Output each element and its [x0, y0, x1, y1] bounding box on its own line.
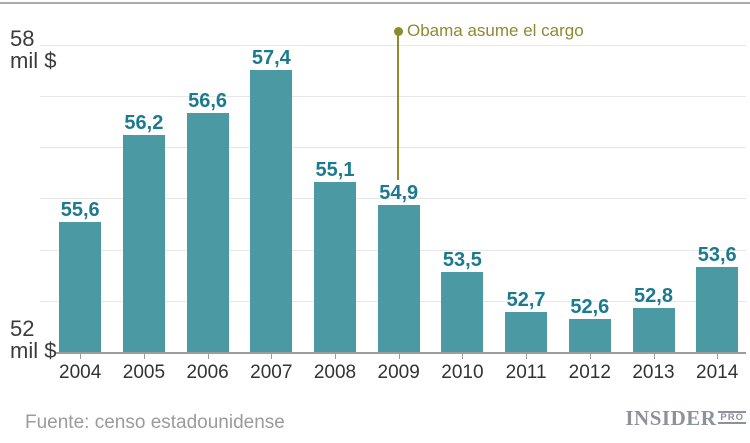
bar-2004 — [59, 222, 102, 352]
y-axis-bottom-value: 52 — [10, 316, 35, 341]
y-axis-bottom-unit: mil $ — [10, 338, 57, 363]
x-axis-year-2011: 2011 — [505, 362, 547, 383]
x-axis-tick — [526, 354, 528, 359]
bar-value-label-2006: 56,6 — [188, 90, 228, 112]
x-axis-year-2010: 2010 — [441, 362, 484, 383]
bar-value-label-2011: 52,7 — [506, 289, 546, 311]
bar-value-label-2013: 52,8 — [634, 285, 673, 307]
bar-2006 — [186, 113, 229, 352]
bar-2012 — [568, 319, 611, 352]
x-axis-tick — [143, 354, 145, 359]
bar-2011 — [505, 312, 548, 352]
bar-value-label-2010: 53,5 — [442, 249, 482, 271]
x-axis-year-2014: 2014 — [696, 362, 739, 383]
logo-insider-text: INSIDER — [625, 406, 717, 430]
bar-2005 — [122, 135, 165, 352]
source-text: Fuente: censo estadounidense — [25, 412, 285, 433]
bar-2014 — [696, 267, 739, 352]
x-axis-year-2013: 2013 — [632, 362, 675, 383]
x-axis-year-2007: 2007 — [250, 362, 293, 383]
bar-2013 — [632, 308, 675, 352]
gridline — [40, 198, 746, 199]
bar-value-label-2005: 56,2 — [124, 112, 164, 134]
x-axis-year-2006: 2006 — [186, 362, 229, 383]
logo-pro-badge: PRO — [718, 410, 746, 424]
bar-value-label-2014: 53,6 — [697, 244, 737, 266]
x-axis-tick — [335, 354, 336, 359]
y-axis-label-top: 58 mil $ — [10, 28, 56, 72]
x-axis-tick — [398, 354, 400, 359]
x-axis-tick — [653, 354, 655, 359]
x-axis-tick — [271, 354, 273, 359]
gridline — [40, 147, 746, 148]
y-axis-top-unit: mil $ — [10, 48, 57, 73]
bar-2007 — [250, 70, 293, 352]
top-border-rule — [0, 2, 750, 4]
x-axis-year-2005: 2005 — [122, 362, 166, 383]
bar-2008 — [314, 182, 356, 352]
x-axis-year-2008: 2008 — [313, 362, 357, 383]
y-axis-label-bottom: 52 mil $ — [10, 318, 56, 362]
annotation-line — [397, 31, 399, 180]
publisher-logo: INSIDER PRO — [625, 406, 746, 430]
x-axis-tick — [589, 354, 591, 359]
bar-value-label-2012: 52,6 — [570, 296, 610, 318]
bar-2009 — [377, 205, 420, 352]
bar-value-label-2007: 57,4 — [251, 47, 291, 69]
gridline — [40, 45, 746, 46]
y-axis-top-value: 58 — [10, 26, 35, 51]
bar-2010 — [441, 272, 484, 352]
x-axis-tick — [462, 354, 464, 359]
x-axis-tick — [207, 354, 209, 359]
bar-value-label-2008: 55,1 — [315, 159, 355, 181]
x-axis-tick — [717, 354, 719, 359]
annotation-label: Obama asume el cargo — [407, 21, 584, 40]
x-axis-tick — [80, 354, 82, 359]
annotation-dot-icon — [394, 27, 403, 36]
gridline — [40, 96, 746, 97]
x-axis-year-2009: 2009 — [377, 362, 420, 383]
bar-value-label-2004: 55,6 — [60, 199, 100, 221]
x-axis-year-2012: 2012 — [568, 362, 611, 383]
x-axis-year-2004: 2004 — [59, 362, 102, 383]
bar-value-label-2009: 54,9 — [379, 182, 419, 204]
x-axis-line — [56, 352, 746, 354]
